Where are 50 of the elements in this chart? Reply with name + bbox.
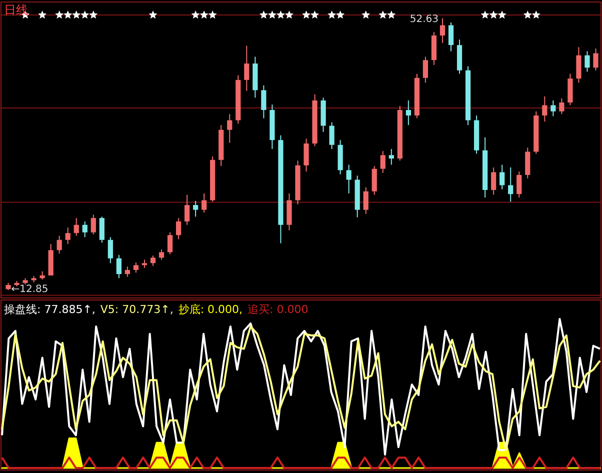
candlestick xyxy=(380,150,386,174)
candlestick xyxy=(559,98,564,115)
text: V5: 70.773↑, xyxy=(100,303,174,316)
candlestick xyxy=(372,166,377,196)
candlestick xyxy=(108,236,113,264)
candlestick xyxy=(440,18,446,44)
candlestick xyxy=(568,73,573,106)
annotation: 52.63 xyxy=(410,14,438,26)
candlestick xyxy=(422,56,428,84)
candlestick xyxy=(176,218,182,240)
candlestick xyxy=(167,232,173,255)
candlestick xyxy=(74,218,79,236)
candlestick xyxy=(158,248,164,260)
text: 追买: 0.000 xyxy=(248,303,308,316)
candlestick xyxy=(593,48,598,71)
candlestick xyxy=(227,114,232,144)
candlestick xyxy=(508,166,514,202)
candlestick xyxy=(346,164,352,194)
candlestick xyxy=(90,214,96,235)
candlestick xyxy=(304,138,309,172)
candlestick xyxy=(184,194,190,226)
candlestick xyxy=(116,254,122,279)
candlestick xyxy=(202,192,207,214)
candlestick xyxy=(56,235,62,254)
candlestick xyxy=(133,262,139,274)
candlestick xyxy=(491,166,496,196)
candlestick xyxy=(516,171,522,198)
candlestick xyxy=(65,227,70,244)
text: 抄底: 0.000, xyxy=(178,303,243,316)
candlestick xyxy=(82,220,88,238)
candlestick xyxy=(584,50,590,72)
candlestick xyxy=(193,200,198,218)
candlestick xyxy=(542,96,548,122)
series-label: 操盘线: 77.885↑, xyxy=(4,303,96,316)
candlestick xyxy=(550,100,556,117)
candlestick xyxy=(124,266,130,278)
candlestick xyxy=(329,122,334,150)
candlestick xyxy=(99,216,104,244)
candlestick xyxy=(525,147,530,179)
candlestick xyxy=(244,45,250,92)
chart-title: 日线 xyxy=(4,3,28,17)
annotation: ←12.85 xyxy=(11,284,48,296)
candlestick xyxy=(448,22,454,52)
candlestick xyxy=(576,46,582,84)
candlestick xyxy=(150,255,156,266)
candlestick xyxy=(388,148,394,166)
candlestick xyxy=(406,100,411,126)
candlestick xyxy=(363,186,368,214)
candlestick xyxy=(500,164,505,190)
candlestick xyxy=(261,84,266,119)
